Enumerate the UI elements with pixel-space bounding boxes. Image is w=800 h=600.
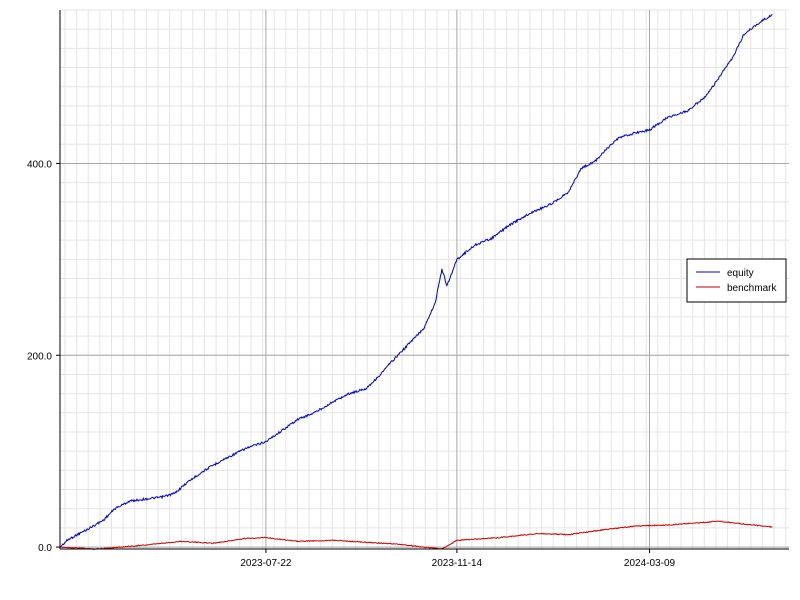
series-layer	[59, 14, 773, 550]
x-tick-label: 2023-11-14	[432, 558, 483, 569]
x-tick-label: 2024-03-09	[624, 558, 676, 569]
axes	[56, 10, 789, 553]
x-tick-label: 2023-07-22	[240, 558, 292, 569]
series-line-equity	[59, 14, 773, 548]
y-tick-label: 0.0	[38, 543, 52, 554]
x-tick-labels: 2023-07-22 2023-11-14 2024-03-09	[240, 558, 675, 569]
legend-box	[686, 258, 787, 303]
y-tick-label: 400.0	[27, 159, 52, 170]
legend: equity benchmark	[686, 258, 787, 303]
series-line-benchmark	[60, 520, 773, 550]
y-tick-label: 200.0	[27, 351, 52, 362]
legend-label-benchmark: benchmark	[727, 283, 777, 294]
legend-label-equity: equity	[727, 268, 754, 279]
y-tick-labels: 0.0 200.0 400.0	[27, 159, 52, 554]
